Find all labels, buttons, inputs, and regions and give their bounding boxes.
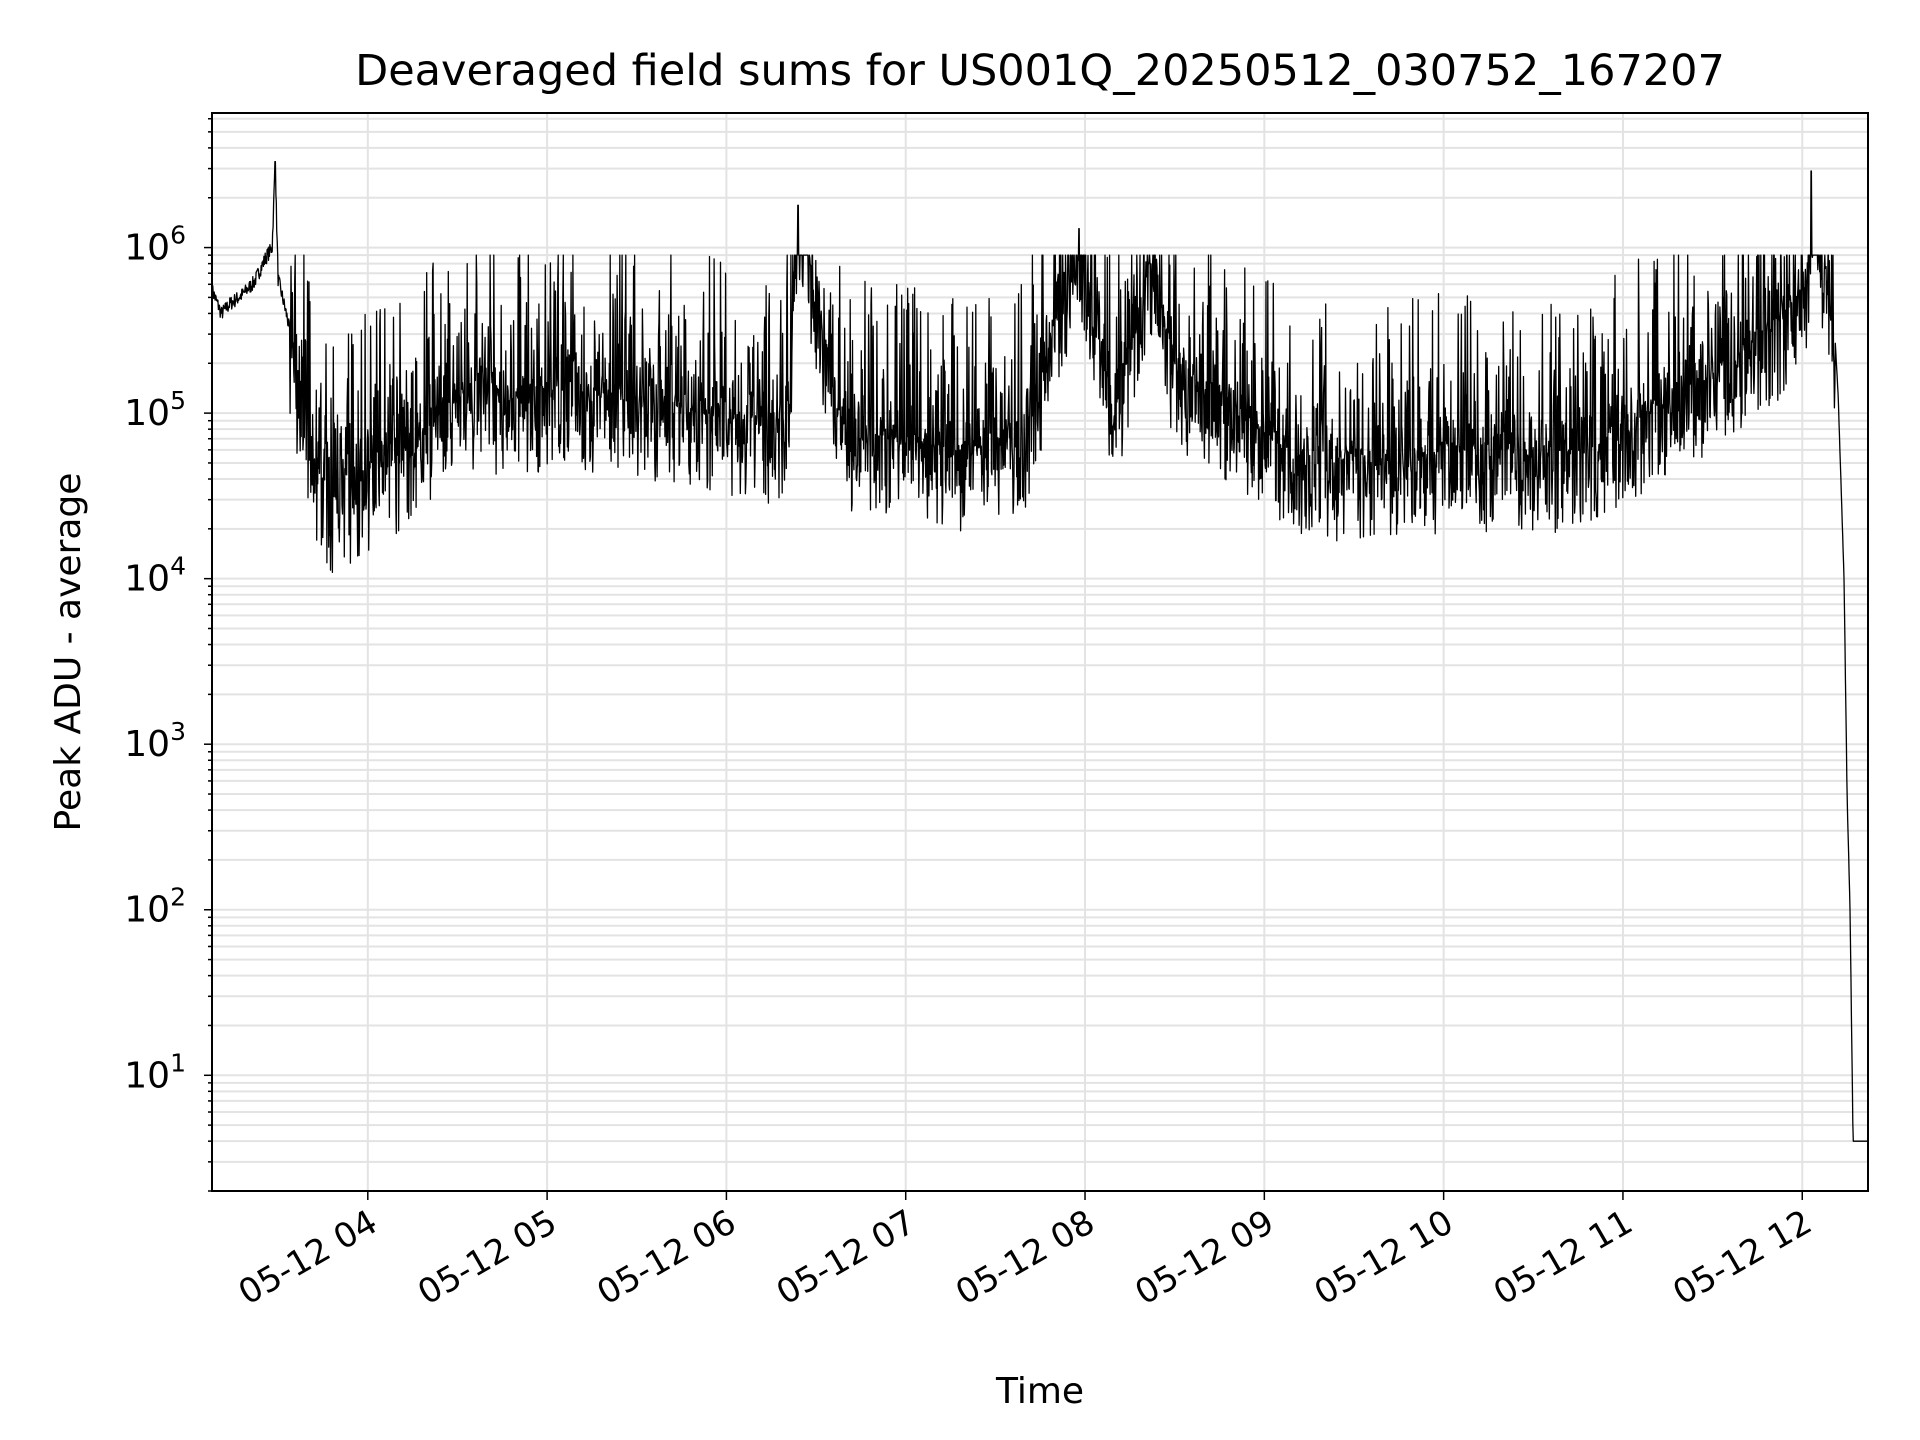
y-tick-label: 101	[124, 1048, 186, 1096]
y-tick-label: 102	[124, 883, 186, 931]
y-tick-label: 106	[124, 221, 186, 269]
x-axis-label: Time	[995, 1371, 1084, 1412]
plot-frame	[211, 112, 1869, 1192]
y-axis-label: Peak ADU - average	[48, 473, 89, 832]
series-line	[211, 161, 1869, 1142]
y-tick-label: 105	[124, 386, 186, 434]
series-layer	[211, 161, 1869, 1142]
chart-title: Deaveraged field sums for US001Q_2025051…	[355, 46, 1725, 96]
y-axis: 101 102 103 104 105 106	[124, 118, 212, 1192]
y-tick-label: 104	[124, 552, 186, 600]
y-tick-label: 103	[124, 717, 186, 765]
